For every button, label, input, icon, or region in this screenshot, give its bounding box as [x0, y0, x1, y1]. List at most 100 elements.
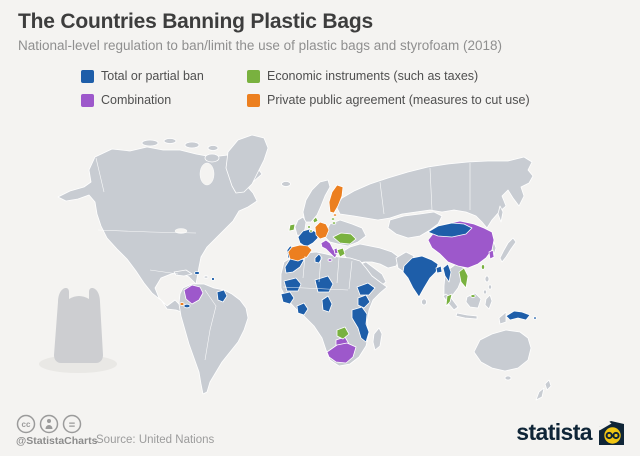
land-sulawesi: [484, 294, 493, 310]
source-text: Source: United Nations: [96, 434, 215, 446]
person-body: [45, 425, 53, 429]
attribution-person-icon: [39, 414, 59, 434]
country-latvia: [330, 217, 336, 221]
country-sicily: [327, 258, 333, 262]
legend-item-combination: Combination: [81, 93, 247, 107]
land-russia: [335, 156, 534, 229]
equal-glyph: =: [69, 420, 75, 432]
land-greenland: [225, 134, 269, 194]
country-germany-austria: [314, 221, 330, 240]
land-australia: [473, 329, 532, 372]
country-italy: [320, 239, 338, 259]
country-borders: [95, 157, 471, 361]
country-mongolia: [427, 222, 473, 238]
country-estonia: [332, 213, 338, 217]
land-central-asia: [387, 211, 443, 239]
legend-swatch-ban: [81, 69, 94, 83]
cc-glyph: cc: [22, 420, 31, 429]
country-senegal: [280, 291, 295, 305]
land-sri-lanka: [421, 298, 427, 306]
country-ethiopia: [356, 282, 376, 296]
country-vietnam: [458, 267, 469, 289]
page-subtitle: National-level regulation to ban/limit t…: [18, 38, 503, 53]
statista-logo: statista: [516, 419, 626, 446]
land-new-zealand-north: [544, 379, 552, 391]
legend: Total or partial ban Economic instrument…: [81, 64, 530, 112]
country-south-korea: [488, 249, 495, 260]
country-niger: [314, 275, 334, 293]
statista-charts-handle: @StatistaCharts: [16, 435, 98, 447]
land-sakhalin: [497, 205, 504, 223]
country-cote-divoire: [296, 302, 309, 316]
land-iceland: [281, 181, 291, 187]
land-tasmania: [504, 375, 512, 381]
legend-swatch-economic: [247, 69, 260, 83]
country-guyana: [216, 289, 228, 303]
land-north-america: [57, 146, 263, 314]
country-cameroon: [321, 295, 333, 313]
country-india: [402, 255, 439, 298]
country-kenya: [357, 294, 371, 309]
legend-label-private: Private public agreement (measures to cu…: [267, 93, 530, 107]
land-philippines-2: [487, 284, 492, 290]
country-bangladesh: [435, 265, 443, 274]
legend-item-total-or-partial-ban: Total or partial ban: [81, 69, 247, 83]
country-ireland: [288, 223, 296, 232]
land-puerto-rico: [203, 275, 209, 279]
country-solomon-islands: [533, 316, 537, 320]
country-tanzania-mozambique: [351, 306, 370, 343]
country-spain: [287, 244, 313, 262]
country-zimbabwe: [336, 326, 350, 340]
country-south-africa: [326, 342, 357, 364]
land-arctic-island-1: [141, 139, 159, 147]
country-lithuania: [331, 221, 337, 225]
person-head: [47, 419, 51, 423]
land-philippines-3: [482, 289, 487, 295]
country-antilles: [211, 277, 215, 281]
land-madagascar: [372, 327, 383, 351]
country-haiti: [194, 271, 200, 275]
cc-license-icons: cc =: [15, 413, 83, 440]
page-title: The Countries Banning Plastic Bags: [18, 10, 373, 33]
legend-label-combination: Combination: [101, 93, 172, 107]
country-taiwan: [480, 264, 485, 270]
land-baffin-island: [204, 153, 220, 163]
land-new-guinea-west: [498, 311, 507, 325]
statista-wordmark: statista: [516, 419, 592, 445]
country-malaysia: [445, 293, 453, 307]
land-scandinavia: [302, 179, 331, 223]
land-south-america: [178, 283, 249, 395]
country-malaysia-borneo: [470, 294, 476, 298]
equal-icon: [62, 414, 82, 434]
country-netherlands: [306, 225, 311, 229]
land-java: [455, 312, 478, 320]
land-borneo: [465, 292, 482, 309]
country-panama: [183, 303, 191, 309]
country-denmark: [312, 216, 319, 224]
land-arctic-island-4: [207, 145, 219, 151]
legend-label-economic: Economic instruments (such as taxes): [267, 69, 479, 83]
land-arctic-island-3: [184, 141, 200, 149]
legend-item-economic-instruments: Economic instruments (such as taxes): [247, 69, 530, 83]
country-colombia: [183, 284, 204, 305]
land-philippines-1: [484, 275, 490, 283]
country-belgium: [308, 229, 313, 233]
great-lakes: [174, 228, 188, 234]
country-finland: [328, 184, 344, 214]
cc-icon: [16, 414, 36, 434]
land-arctic-island-2: [163, 138, 177, 144]
country-greece: [336, 247, 346, 258]
land-cuba: [173, 269, 193, 277]
legend-swatch-private: [247, 93, 260, 107]
plastic-bag-icon: [54, 288, 103, 363]
land-japan: [499, 237, 517, 263]
country-papua-new-guinea: [505, 310, 531, 321]
country-ecuador: [179, 302, 185, 306]
legend-swatch-combination: [81, 93, 94, 107]
legend-label-ban: Total or partial ban: [101, 69, 204, 83]
land-new-zealand-south: [535, 387, 545, 401]
hudson-bay: [199, 162, 215, 186]
country-hungary-romania-bulgaria: [332, 232, 357, 245]
